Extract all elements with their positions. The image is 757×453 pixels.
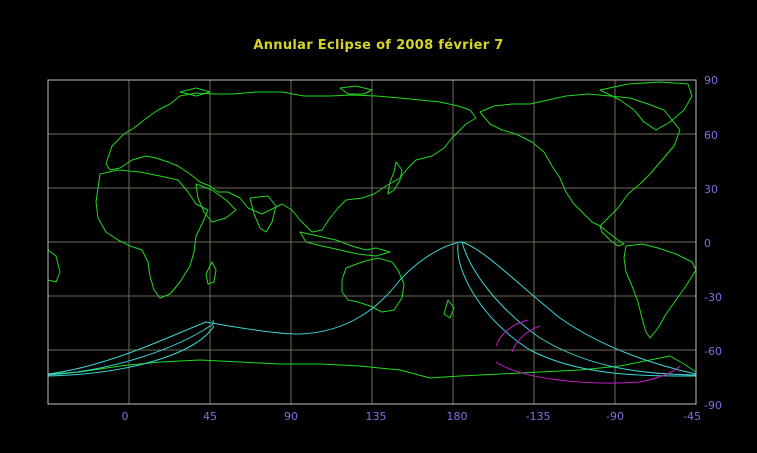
coast-eurasia	[105, 91, 477, 233]
lat-tick-label: -60	[704, 345, 722, 358]
lat-tick-label: 0	[704, 237, 711, 250]
lon-tick-label: -45	[683, 410, 701, 423]
coast-africa	[95, 169, 209, 299]
lat-tick-label: 30	[704, 183, 718, 196]
lon-tick-label: 90	[284, 410, 298, 423]
lon-tick-label: 180	[447, 410, 468, 423]
coast-indonesia	[299, 231, 391, 257]
coast-new-zealand	[443, 299, 455, 319]
coast-greenland	[599, 81, 693, 131]
penumbra-curve-2	[511, 325, 541, 353]
lon-tick-label: 0	[122, 410, 129, 423]
central-path-east-branch-1	[461, 241, 697, 376]
coast-india	[249, 195, 277, 233]
coast-australia	[341, 257, 405, 313]
coast-japan	[387, 161, 403, 195]
coast-central-america	[599, 225, 625, 247]
lat-tick-label: -90	[704, 399, 722, 412]
lon-tick-label: 45	[203, 410, 217, 423]
central-path-centerline	[47, 319, 214, 376]
plot-frame	[47, 79, 697, 405]
coast-west-europe	[47, 249, 61, 283]
central-path-north-limit	[47, 241, 697, 375]
penumbra-curve-3	[495, 361, 681, 384]
lon-tick-label: 135	[366, 410, 387, 423]
coast-madagascar	[205, 261, 217, 285]
coast-arctic-islands	[179, 85, 373, 97]
coast-south-america	[623, 243, 697, 339]
coast-arabia	[195, 183, 237, 223]
lon-tick-labels: 0 45 90 135 180 -135 -90 -45	[122, 410, 701, 423]
map-title: Annular Eclipse of 2008 février 7	[253, 38, 504, 53]
penumbra-curves	[495, 319, 681, 384]
coastlines	[47, 81, 697, 379]
central-path-east-branch-2	[457, 243, 697, 377]
lat-tick-label: 90	[704, 74, 718, 87]
coast-north-america	[479, 93, 681, 227]
lat-tick-label: -30	[704, 291, 722, 304]
grid-lines	[48, 80, 696, 404]
lat-tick-label: 60	[704, 129, 718, 142]
lat-tick-labels: 90 60 30 0 -30 -60 -90	[704, 74, 722, 412]
central-path-south-limit	[47, 325, 215, 377]
central-path	[47, 241, 697, 377]
coast-antarctica	[47, 355, 697, 379]
lon-tick-label: -90	[606, 410, 624, 423]
penumbra-curve-1	[495, 319, 529, 347]
lon-tick-label: -135	[526, 410, 551, 423]
